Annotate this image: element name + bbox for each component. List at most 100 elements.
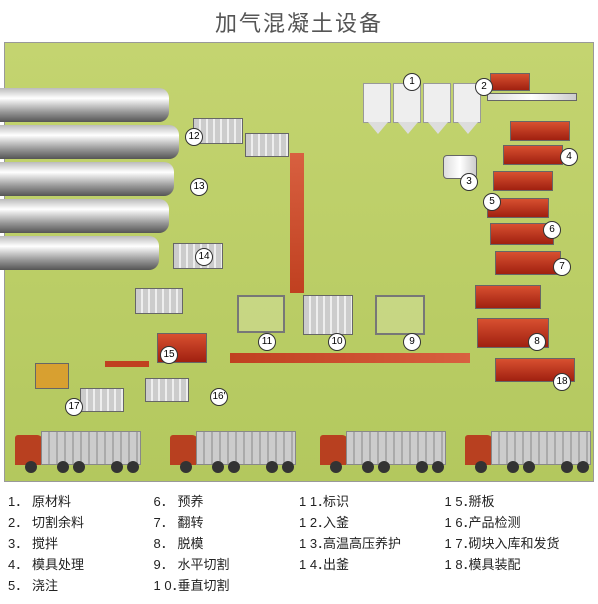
legend-label: 脱模 <box>178 536 204 551</box>
legend-number: 1 6． <box>445 512 469 533</box>
node-number: 16' <box>210 388 228 406</box>
mold-station <box>495 251 561 275</box>
legend-number: 6． <box>154 491 178 512</box>
legend-column: 1 1．标识1 2．入釜1 3．高温高压养护1 4．出釜 <box>299 491 445 596</box>
node-number: 2 <box>475 78 493 96</box>
node-number: 18 <box>553 373 571 391</box>
legend-label: 垂直切割 <box>178 578 230 593</box>
legend-number: 8． <box>154 533 178 554</box>
node-number: 9 <box>403 333 421 351</box>
legend-item: 1 3．高温高压养护 <box>299 533 445 554</box>
block-pallet <box>245 133 289 157</box>
node-number: 1 <box>403 73 421 91</box>
legend-label: 掰板 <box>469 494 495 509</box>
legend-item: 1 0．垂直切割 <box>154 575 300 596</box>
autoclave-cylinder <box>0 88 169 122</box>
legend-number: 3． <box>8 533 32 554</box>
legend-column: 6．预养7．翻转8．脱模9．水平切割1 0．垂直切割 <box>154 491 300 596</box>
legend-number: 1 5． <box>445 491 469 512</box>
legend-item: 1 4．出釜 <box>299 554 445 575</box>
legend-label: 模具处理 <box>32 557 84 572</box>
flow-arrow <box>105 361 149 367</box>
legend-number: 5． <box>8 575 32 596</box>
node-number: 14 <box>195 248 213 266</box>
product-pallet <box>145 378 189 402</box>
product-pallet <box>80 388 124 412</box>
legend: 1．原材料2．切割余料3．搅拌4．模具处理5．浇注6．预养7．翻转8．脱模9．水… <box>0 481 598 604</box>
legend-label: 预养 <box>178 494 204 509</box>
legend-label: 标识 <box>323 494 349 509</box>
legend-label: 原材料 <box>32 494 71 509</box>
conveyor <box>487 93 577 101</box>
legend-number: 1 7． <box>445 533 469 554</box>
legend-item: 1 6．产品检测 <box>445 512 591 533</box>
node-number: 10 <box>328 333 346 351</box>
forklift <box>35 363 69 389</box>
autoclave-cylinder <box>0 125 179 159</box>
legend-number: 7． <box>154 512 178 533</box>
node-number: 5 <box>483 193 501 211</box>
delivery-truck <box>465 418 595 473</box>
silo <box>363 83 391 123</box>
flow-arrow <box>230 353 470 363</box>
legend-label: 模具装配 <box>469 557 521 572</box>
legend-item: 1 2．入釜 <box>299 512 445 533</box>
legend-label: 入釜 <box>323 515 349 530</box>
legend-item: 1 8．模具装配 <box>445 554 591 575</box>
legend-item: 8．脱模 <box>154 533 300 554</box>
legend-item: 1 5．掰板 <box>445 491 591 512</box>
legend-column: 1．原材料2．切割余料3．搅拌4．模具处理5．浇注 <box>8 491 154 596</box>
legend-label: 砌块入库和发货 <box>469 536 560 551</box>
autoclave-cylinder <box>0 162 174 196</box>
autoclave-cylinder <box>0 199 169 233</box>
marking-station <box>237 295 285 333</box>
legend-number: 1 8． <box>445 554 469 575</box>
autoclave-cylinder <box>0 236 159 270</box>
flow-arrow <box>290 153 304 293</box>
legend-label: 高温高压养护 <box>323 536 401 551</box>
node-number: 15 <box>160 346 178 364</box>
legend-number: 1 4． <box>299 554 323 575</box>
legend-item: 1．原材料 <box>8 491 154 512</box>
horizontal-cut-station <box>375 295 425 335</box>
node-number: 12 <box>185 128 203 146</box>
legend-item: 1 1．标识 <box>299 491 445 512</box>
node-number: 6 <box>543 221 561 239</box>
block-pallet <box>135 288 183 314</box>
legend-number: 1 2． <box>299 512 323 533</box>
legend-label: 出釜 <box>323 557 349 572</box>
legend-number: 2． <box>8 512 32 533</box>
node-number: 7 <box>553 258 571 276</box>
node-number: 17 <box>65 398 83 416</box>
mold-station <box>503 145 563 165</box>
page-title: 加气混凝土设备 <box>0 0 598 42</box>
feed-wagon <box>490 73 530 91</box>
legend-label: 浇注 <box>32 578 58 593</box>
delivery-truck <box>320 418 450 473</box>
legend-label: 搅拌 <box>32 536 58 551</box>
legend-item: 7．翻转 <box>154 512 300 533</box>
delivery-truck <box>170 418 300 473</box>
legend-column: 1 5．掰板1 6．产品检测1 7．砌块入库和发货1 8．模具装配 <box>445 491 591 596</box>
silo <box>423 83 451 123</box>
node-number: 3 <box>460 173 478 191</box>
legend-number: 1 3． <box>299 533 323 554</box>
legend-item: 5．浇注 <box>8 575 154 596</box>
legend-number: 1． <box>8 491 32 512</box>
legend-label: 切割余料 <box>32 515 84 530</box>
node-number: 11 <box>258 333 276 351</box>
legend-item: 6．预养 <box>154 491 300 512</box>
legend-label: 水平切割 <box>178 557 230 572</box>
legend-item: 9．水平切割 <box>154 554 300 575</box>
legend-number: 1 0． <box>154 575 178 596</box>
legend-item: 3．搅拌 <box>8 533 154 554</box>
node-number: 4 <box>560 148 578 166</box>
node-number: 13 <box>190 178 208 196</box>
node-number: 8 <box>528 333 546 351</box>
mold-station <box>475 285 541 309</box>
vertical-cut-station <box>303 295 353 335</box>
mold-station <box>510 121 570 141</box>
legend-item: 2．切割余料 <box>8 512 154 533</box>
legend-label: 产品检测 <box>469 515 521 530</box>
legend-item: 4．模具处理 <box>8 554 154 575</box>
